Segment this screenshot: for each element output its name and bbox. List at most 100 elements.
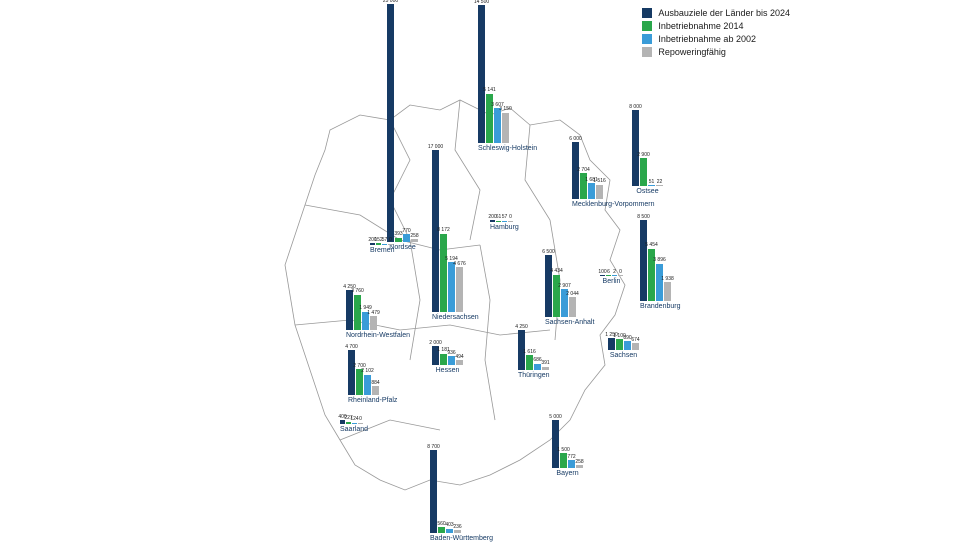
bar-value-label: 2 — [613, 270, 616, 276]
bar-value-label: 674 — [631, 338, 639, 344]
bar-in2014: 1 100 — [616, 339, 623, 349]
region-baden-w-rttemberg: 8 700560403236Baden-Württemberg — [430, 450, 493, 542]
bar-target: 25 000 — [387, 4, 394, 242]
legend-swatch — [642, 34, 652, 44]
bar-value-label: 1 516 — [593, 179, 606, 185]
legend-swatch — [642, 47, 652, 57]
bar-group: 8 700560403236 — [430, 450, 493, 533]
bar-repower: 1 479 — [370, 316, 377, 330]
bar-value-label: 258 — [575, 460, 583, 466]
region-label: Rheinland-Pfalz — [348, 397, 397, 404]
bar-value-label: 124 — [350, 417, 358, 423]
legend-item: Inbetriebnahme ab 2002 — [642, 34, 790, 44]
bar-value-label: 258 — [410, 234, 418, 240]
bar-in2014: 393 — [395, 238, 402, 242]
bar-value-label: 3 896 — [653, 258, 666, 264]
bar-in2014: 152 — [376, 243, 381, 244]
bar-value-label: 4 700 — [345, 345, 358, 351]
region-label: Sachsen-Anhalt — [545, 319, 594, 326]
bar-group: 20061570 — [490, 220, 519, 222]
bar-value-label: 884 — [371, 381, 379, 387]
region-hamburg: 20061570Hamburg — [490, 220, 519, 231]
bar-in2014: 61 — [496, 221, 501, 222]
bar-value-label: 8 700 — [427, 445, 440, 451]
bar-repower: 0 — [388, 244, 393, 245]
region-bremen: 200152570Bremen — [370, 243, 395, 254]
bar-repower: 884 — [372, 386, 379, 394]
bar-target: 14 500 — [478, 5, 485, 143]
bar-since2002: 57 — [382, 244, 387, 245]
bar-in2014: 1 500 — [560, 453, 567, 467]
bar-since2002: 772 — [568, 460, 575, 467]
bar-value-label: 1 500 — [557, 448, 570, 454]
bar-repower: 3 150 — [502, 113, 509, 143]
region-sachsen-anhalt: 6 5004 4342 9072 044Sachsen-Anhalt — [545, 255, 594, 326]
bar-value-label: 57 — [382, 238, 388, 244]
bar-group: 25 000393770258 — [387, 4, 418, 242]
legend-item: Repoweringfähig — [642, 47, 790, 57]
bar-value-label: 2 102 — [361, 369, 374, 375]
bar-target: 8 500 — [640, 220, 647, 301]
legend: Ausbauziele der Länder bis 2024 Inbetrieb… — [642, 8, 790, 60]
bar-value-label: 14 500 — [474, 0, 489, 5]
bar-since2002: 686 — [534, 364, 541, 371]
bar-value-label: 4 250 — [515, 325, 528, 331]
region-hessen: 2 0001 181936494 Hessen — [432, 346, 463, 374]
region-label: Hessen — [432, 367, 463, 374]
bar-since2002: 2 102 — [364, 375, 371, 395]
bar-group: 6 0002 7041 6811 516 — [572, 142, 654, 199]
bar-value-label: 1 938 — [661, 277, 674, 283]
region-nordsee: 25 000393770258Nordsee — [387, 4, 418, 251]
region-label: Sachsen — [608, 352, 639, 359]
bar-value-label: 4 434 — [550, 269, 563, 275]
bar-repower: 494 — [456, 360, 463, 365]
bar-value-label: 0 — [509, 215, 512, 221]
bar-since2002: 5 194 — [448, 262, 455, 311]
bar-value-label: 5 454 — [645, 243, 658, 249]
region-saarland: 4002271240Saarland — [340, 420, 368, 433]
bar-in2014: 1 616 — [526, 355, 533, 370]
bar-value-label: 4 676 — [453, 262, 466, 268]
bar-value-label: 61 — [496, 215, 502, 221]
bar-in2014: 6 — [606, 275, 611, 276]
region-label: Bremen — [370, 247, 395, 254]
bar-repower: 0 — [618, 275, 623, 276]
bar-in2014: 3 760 — [354, 295, 361, 331]
bar-value-label: 8 500 — [637, 215, 650, 221]
bar-group: 2 0001 181936494 — [432, 346, 463, 365]
region-berlin: 100620Berlin — [600, 275, 623, 285]
bar-repower: 4 676 — [456, 267, 463, 311]
bar-since2002: 3 607 — [494, 108, 501, 142]
bar-repower: 236 — [454, 530, 461, 532]
bar-value-label: 1 479 — [367, 311, 380, 317]
bar-repower: 22 — [656, 185, 663, 186]
bar-value-label: 0 — [619, 270, 622, 276]
bar-repower: 0 — [508, 221, 513, 222]
bar-group: 4002271240 — [340, 420, 368, 424]
bar-value-label: 3 760 — [351, 289, 364, 295]
bar-value-label: 17 000 — [428, 145, 443, 151]
bar-repower: 258 — [411, 239, 418, 241]
region-mecklenburg-vorpommern: 6 0002 7041 6811 516Mecklenburg-Vorpomme… — [572, 142, 654, 208]
region-schleswig-holstein: 14 5005 1413 6073 150Schleswig-Holstein — [478, 5, 537, 152]
bar-group: 5 0001 500772258 — [552, 420, 583, 468]
region-label: Brandenburg — [640, 303, 680, 310]
legend-label: Ausbauziele der Länder bis 2024 — [658, 8, 790, 18]
bar-target: 5 000 — [552, 420, 559, 468]
bar-repower: 2 044 — [569, 297, 576, 316]
bar-group: 4 2503 7601 9491 479 — [346, 290, 410, 330]
bar-target: 200 — [490, 220, 495, 222]
bar-since2002: 890 — [624, 341, 631, 349]
bar-target: 1 250 — [608, 338, 615, 350]
bar-since2002: 403 — [446, 529, 453, 533]
region-label: Schleswig-Holstein — [478, 145, 537, 152]
bar-since2002: 770 — [403, 234, 410, 241]
bar-in2014: 560 — [438, 527, 445, 532]
bar-value-label: 0 — [389, 238, 392, 244]
region-label: Nordrhein-Westfalen — [346, 332, 410, 339]
region-sachsen: 1 2501 100890674 Sachsen — [608, 338, 639, 359]
bar-group: 17 0008 1725 1944 676 — [432, 150, 479, 312]
bar-value-label: 0 — [359, 417, 362, 423]
bar-repower: 1 516 — [596, 185, 603, 199]
bar-in2014: 1 181 — [440, 354, 447, 365]
